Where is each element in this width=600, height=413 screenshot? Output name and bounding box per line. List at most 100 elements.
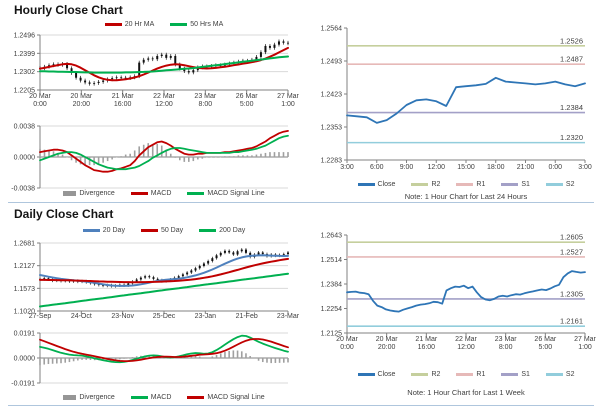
legend-item-20-hr-ma: 20 Hr MA [104, 21, 154, 28]
svg-text:-0.0038: -0.0038 [11, 186, 35, 193]
legend-item-r1: R1 [456, 181, 485, 188]
svg-text:1.2384: 1.2384 [560, 103, 583, 112]
svg-text:0:00: 0:00 [33, 101, 47, 108]
section-divider-bottom [8, 405, 594, 406]
legend-label: S1 [521, 181, 530, 188]
svg-text:1.2514: 1.2514 [321, 257, 343, 264]
svg-text:0.0000: 0.0000 [14, 155, 36, 162]
svg-text:1.2320: 1.2320 [560, 133, 583, 142]
svg-text:23-Mar: 23-Mar [277, 313, 300, 320]
legend-label: 20 Day [102, 227, 125, 234]
svg-text:22 Mar: 22 Mar [455, 336, 477, 343]
svg-text:1.2399: 1.2399 [14, 51, 36, 58]
legend-label: R2 [431, 181, 441, 188]
svg-text:22 Mar: 22 Mar [153, 93, 175, 100]
legend-item-200-day: 200 Day [199, 227, 245, 234]
svg-text:24-Oct: 24-Oct [71, 313, 92, 320]
svg-text:3:00: 3:00 [578, 164, 592, 171]
series-line-marker [170, 23, 188, 26]
svg-text:-0.0191: -0.0191 [11, 381, 35, 388]
legend-label: Divergence [79, 190, 115, 197]
svg-text:0:00: 0:00 [548, 164, 562, 171]
svg-text:20 Mar: 20 Mar [70, 93, 92, 100]
legend-item-macd: MACD [130, 394, 172, 401]
svg-text:20 Mar: 20 Mar [336, 336, 358, 343]
legend-label: Close [377, 181, 396, 188]
series-line-marker [199, 229, 217, 232]
svg-text:23-Nov: 23-Nov [111, 313, 134, 320]
svg-text:26 Mar: 26 Mar [236, 93, 258, 100]
svg-text:1.2305: 1.2305 [560, 289, 583, 298]
svg-text:1.2423: 1.2423 [321, 92, 343, 99]
svg-text:20 Mar: 20 Mar [376, 336, 398, 343]
daily-section-title: Daily Close Chart [14, 207, 114, 221]
sr-week-note: Note: 1 Hour Chart for Last 1 Week [407, 388, 525, 397]
legend-label: Divergence [79, 394, 115, 401]
series-line-marker [140, 229, 158, 232]
svg-text:23 Mar: 23 Mar [194, 93, 216, 100]
legend-item-macd-signal-line: MACD Signal Line [187, 394, 265, 401]
sr-week-legend: Close R2 R1 S1 S2 [347, 371, 585, 378]
svg-text:1.2564: 1.2564 [321, 26, 343, 33]
svg-text:1.2605: 1.2605 [560, 233, 583, 242]
legend-item-close: Close [357, 371, 396, 378]
svg-text:0.0038: 0.0038 [14, 124, 36, 131]
legend-label: R2 [431, 371, 441, 378]
svg-text:27 Mar: 27 Mar [277, 93, 299, 100]
svg-text:3:00: 3:00 [340, 164, 354, 171]
svg-text:1.2302: 1.2302 [14, 69, 36, 76]
legend-label: Close [377, 371, 396, 378]
legend-label: R1 [476, 181, 486, 188]
svg-text:1.2526: 1.2526 [560, 36, 583, 45]
svg-text:1.2527: 1.2527 [560, 247, 583, 256]
svg-text:1.2283: 1.2283 [321, 158, 343, 165]
svg-text:1.1020: 1.1020 [14, 309, 36, 316]
svg-text:21:00: 21:00 [517, 164, 535, 171]
legend-label: S1 [521, 371, 530, 378]
daily-macd-legend: Divergence MACD MACD Signal Line [40, 394, 288, 401]
legend-item-macd-signal-line: MACD Signal Line [187, 190, 265, 197]
svg-text:23-Jan: 23-Jan [195, 313, 217, 320]
legend-item-20-day: 20 Day [82, 227, 125, 234]
svg-text:1.2127: 1.2127 [14, 263, 36, 270]
legend-label: S2 [565, 181, 575, 188]
svg-text:16:00: 16:00 [114, 101, 132, 108]
legend-item-50-hrs-ma: 50 Hrs MA [170, 21, 223, 28]
svg-text:18:00: 18:00 [487, 164, 505, 171]
svg-text:12:00: 12:00 [155, 101, 173, 108]
legend-label: R1 [476, 371, 486, 378]
svg-text:1.2161: 1.2161 [560, 317, 583, 326]
svg-text:1.2205: 1.2205 [14, 88, 36, 95]
legend-label: MACD [150, 394, 172, 401]
legend-label: S2 [565, 371, 575, 378]
series-line-marker [545, 373, 563, 376]
svg-text:1.2681: 1.2681 [14, 241, 36, 248]
legend-item-r2: R2 [411, 181, 440, 188]
svg-text:1.2493: 1.2493 [321, 59, 343, 66]
series-line-marker [104, 23, 122, 26]
svg-text:1:00: 1:00 [281, 101, 295, 108]
legend-item-r2: R2 [411, 371, 440, 378]
sr-24h-note: Note: 1 Hour Chart for Last 24 Hours [404, 192, 528, 201]
svg-text:21 Mar: 21 Mar [112, 93, 134, 100]
svg-text:20:00: 20:00 [378, 344, 396, 351]
svg-text:8:00: 8:00 [199, 101, 213, 108]
svg-text:21-Feb: 21-Feb [236, 313, 258, 320]
series-line-marker [130, 192, 148, 195]
sr-24h-legend: Close R2 R1 S1 S2 [347, 181, 585, 188]
svg-text:1.2125: 1.2125 [321, 331, 343, 338]
daily-ma-legend: 20 Day 50 Day 200 Day [40, 227, 288, 234]
series-line-marker [545, 183, 563, 186]
series-line-marker [357, 373, 375, 376]
series-line-marker [411, 373, 429, 376]
svg-text:0.0191: 0.0191 [14, 331, 36, 338]
legend-label: MACD [150, 190, 172, 197]
svg-text:20 Mar: 20 Mar [29, 93, 51, 100]
section-divider-top [8, 202, 594, 203]
svg-text:1.2353: 1.2353 [321, 125, 343, 132]
